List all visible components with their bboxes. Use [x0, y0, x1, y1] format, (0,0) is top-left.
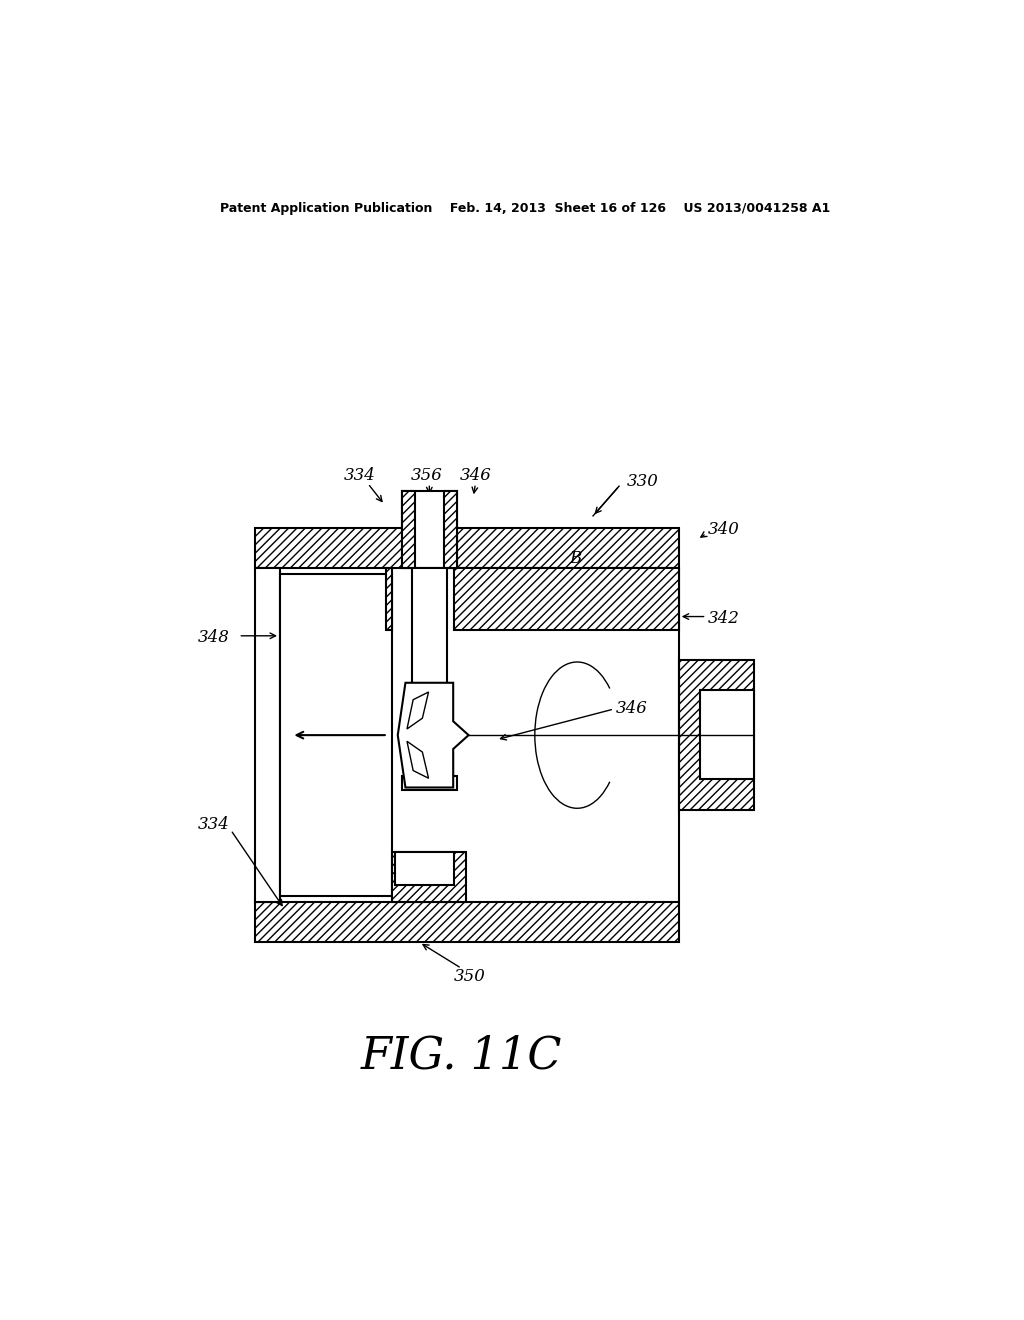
- Polygon shape: [397, 682, 469, 788]
- Polygon shape: [407, 692, 429, 729]
- Text: B: B: [569, 550, 582, 568]
- Polygon shape: [255, 528, 679, 568]
- Text: 350: 350: [454, 968, 485, 985]
- Polygon shape: [386, 568, 391, 630]
- Text: 346: 346: [460, 467, 492, 484]
- Text: 346: 346: [615, 701, 647, 718]
- Text: FIG. 11C: FIG. 11C: [361, 1034, 562, 1077]
- Polygon shape: [255, 903, 679, 942]
- Polygon shape: [679, 660, 755, 810]
- Polygon shape: [395, 853, 454, 884]
- Text: 334: 334: [344, 467, 376, 484]
- Text: 340: 340: [708, 521, 740, 539]
- Polygon shape: [444, 491, 457, 568]
- Text: 348: 348: [198, 628, 229, 645]
- Text: 356: 356: [411, 467, 443, 484]
- Text: 334: 334: [198, 816, 229, 833]
- Polygon shape: [280, 574, 391, 896]
- Polygon shape: [255, 568, 280, 903]
- Polygon shape: [407, 742, 429, 779]
- Text: 342: 342: [708, 610, 740, 627]
- Polygon shape: [454, 568, 679, 630]
- Polygon shape: [401, 491, 457, 568]
- Polygon shape: [700, 690, 755, 779]
- Text: 330: 330: [628, 474, 659, 490]
- Polygon shape: [391, 853, 466, 903]
- Text: Patent Application Publication    Feb. 14, 2013  Sheet 16 of 126    US 2013/0041: Patent Application Publication Feb. 14, …: [220, 202, 829, 215]
- Polygon shape: [406, 755, 454, 776]
- Polygon shape: [412, 568, 447, 755]
- Polygon shape: [401, 776, 457, 789]
- Polygon shape: [401, 491, 415, 568]
